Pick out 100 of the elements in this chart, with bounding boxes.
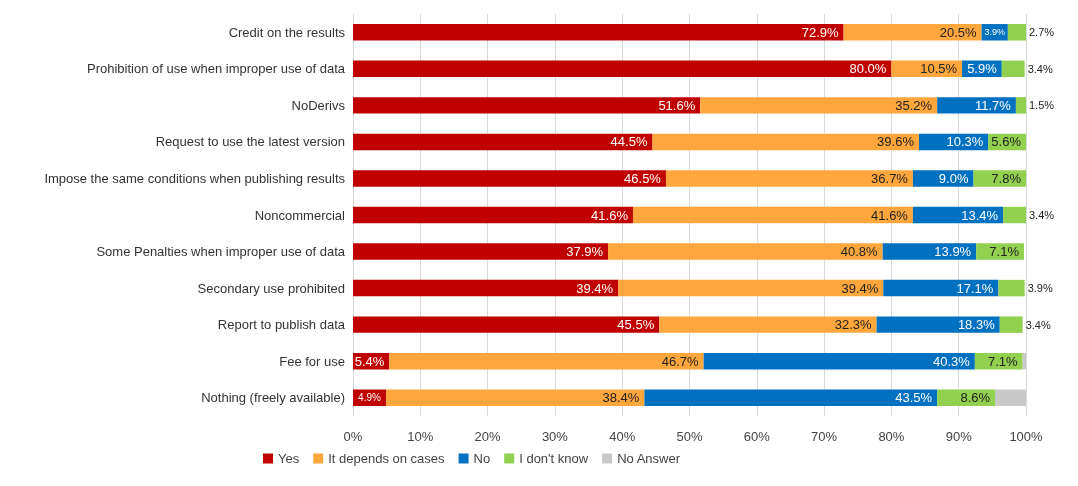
bar <box>353 279 619 297</box>
data-label: 41.6% <box>871 207 909 223</box>
data-label: 38.4% <box>602 390 640 406</box>
x-tick-label: 10% <box>407 429 434 444</box>
data-label: 2.7% <box>1029 26 1055 39</box>
data-label: 45.5% <box>617 317 655 333</box>
data-label: 18.3% <box>957 317 996 333</box>
data-label: 80.0% <box>849 61 887 77</box>
bar <box>999 316 1023 333</box>
bar <box>632 206 913 224</box>
x-tick-label: 40% <box>609 429 636 444</box>
bar <box>353 316 660 333</box>
bar <box>665 170 913 187</box>
bar <box>644 389 938 406</box>
y-tick-label: Some Penalties when improper use of data <box>96 244 346 260</box>
data-label: 20.5% <box>939 24 978 40</box>
data-label: 5.4% <box>354 353 385 369</box>
bar <box>389 352 704 370</box>
y-tick-label: Fee for use <box>279 353 345 369</box>
data-label: 3.4% <box>1029 209 1055 221</box>
bar <box>608 243 883 260</box>
y-tick-label: NoDerivs <box>291 97 346 113</box>
y-tick-label: Noncommercial <box>254 207 346 223</box>
x-tick-label: 0% <box>343 429 363 444</box>
data-label: 3.4% <box>1027 62 1053 75</box>
bar <box>353 24 844 41</box>
bar <box>998 279 1025 297</box>
data-label: 17.1% <box>956 280 994 296</box>
data-label: 3.9% <box>984 27 1005 38</box>
data-label: 3.9% <box>1027 282 1053 295</box>
x-tick-label: 90% <box>945 429 973 444</box>
data-label: 5.9% <box>967 61 998 77</box>
bar <box>353 97 701 114</box>
data-label: 4.9% <box>358 392 381 404</box>
data-label: 39.4% <box>841 280 879 296</box>
data-label: 35.2% <box>895 97 933 113</box>
data-label: 9.0% <box>938 170 969 186</box>
bar <box>618 279 884 297</box>
bar <box>659 316 877 333</box>
data-label: 3.4% <box>1025 318 1051 331</box>
y-tick-label: Prohibition of use when improper use of data <box>87 61 346 77</box>
data-label: 13.9% <box>934 244 972 260</box>
data-label: 7.1% <box>989 244 1020 260</box>
y-tick-label: Secondary use prohibited <box>197 280 345 296</box>
bar <box>385 389 645 406</box>
data-label: 10.5% <box>920 61 958 77</box>
legend-label: No <box>473 451 491 466</box>
data-label: 72.9% <box>801 24 840 40</box>
data-label: 32.3% <box>834 317 873 333</box>
data-label: 46.5% <box>624 170 662 186</box>
bar <box>652 133 919 151</box>
bar <box>1003 206 1026 224</box>
x-tick-label: 60% <box>743 429 771 444</box>
data-label: 41.6% <box>591 207 629 223</box>
data-label: 7.8% <box>991 170 1022 186</box>
x-tick-label: 20% <box>474 429 502 444</box>
x-tick-label: 70% <box>811 429 838 444</box>
x-tick-label: 100% <box>1009 429 1044 444</box>
bar <box>937 97 1016 114</box>
y-tick-label: Request to use the latest version <box>155 134 345 150</box>
data-label: 13.4% <box>961 207 999 223</box>
data-label: 5.6% <box>991 134 1022 150</box>
bar <box>882 243 977 260</box>
data-label: 8.6% <box>960 390 991 406</box>
legend-label: I don't know <box>519 451 589 466</box>
data-label: 36.7% <box>871 170 909 186</box>
data-label: 44.5% <box>610 134 648 150</box>
bar <box>703 352 975 370</box>
bar <box>876 316 1000 333</box>
data-label: 37.9% <box>566 244 604 260</box>
y-tick-label: Credit on the results <box>228 24 346 40</box>
data-label: 51.6% <box>658 97 696 113</box>
legend-label: Yes <box>278 451 300 466</box>
legend-label: No Answer <box>617 451 681 466</box>
x-tick-label: 50% <box>676 429 703 444</box>
data-label: 39.6% <box>877 134 915 150</box>
data-label: 40.3% <box>932 353 971 369</box>
x-tick-label: 30% <box>541 429 569 444</box>
bar <box>353 133 653 151</box>
data-label: 11.7% <box>975 97 1012 113</box>
data-label: 1.5% <box>1029 99 1055 112</box>
y-tick-label: Impose the same conditions when publishing results <box>44 170 346 186</box>
data-label: 10.3% <box>946 134 984 150</box>
legend-label: It depends on cases <box>328 451 446 466</box>
bar <box>995 389 1026 406</box>
bar <box>353 243 609 260</box>
bar <box>700 97 938 114</box>
bar <box>353 60 892 78</box>
data-label: 43.5% <box>895 390 933 406</box>
bar <box>353 206 633 224</box>
bar <box>1007 24 1026 41</box>
data-label: 46.7% <box>661 353 700 369</box>
y-tick-label: Nothing (freely available) <box>201 390 345 406</box>
data-label: 40.8% <box>840 244 879 260</box>
data-label: 39.4% <box>576 280 614 296</box>
bar <box>1015 97 1026 114</box>
bar <box>353 170 666 187</box>
y-tick-label: Report to publish data <box>217 317 346 333</box>
data-label: 7.1% <box>987 353 1019 369</box>
bar <box>1001 60 1025 78</box>
